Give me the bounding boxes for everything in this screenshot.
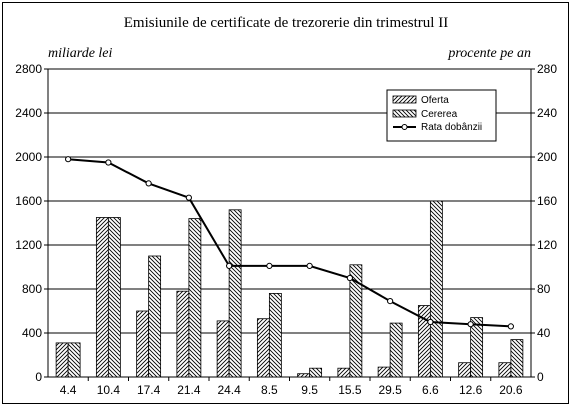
- right-tick-label: 280: [537, 62, 557, 76]
- chart-title: Emisiunile de certificate de trezorerie …: [124, 15, 448, 31]
- point-rata-dobanzii: [185, 194, 192, 201]
- x-tick-label: 6.6: [422, 383, 439, 397]
- left-tick-label: 2800: [15, 62, 42, 76]
- bar-cererea: [268, 292, 282, 378]
- x-tick-label: 24.4: [217, 383, 241, 397]
- right-tick-label: 0: [537, 370, 544, 384]
- bar-oferta: [297, 373, 311, 378]
- bar-cererea: [389, 322, 403, 378]
- bar-cererea: [188, 218, 202, 378]
- right-axis-unit-label: procente pe an: [447, 46, 531, 61]
- bar-oferta: [377, 366, 391, 378]
- bar-oferta: [256, 318, 270, 378]
- x-tick-label: 9.5: [301, 383, 318, 397]
- x-tick-label: 12.6: [459, 383, 483, 397]
- bar-cererea: [228, 209, 242, 378]
- x-tick-label: 15.5: [338, 383, 362, 397]
- legend-swatch-cererea: [392, 109, 417, 118]
- bar-oferta: [95, 217, 109, 378]
- x-tick-label: 4.4: [60, 383, 77, 397]
- legend-label-cererea: Cererea: [421, 109, 458, 120]
- left-tick-label: 0: [35, 370, 42, 384]
- point-rata-dobanzii: [105, 159, 112, 166]
- left-tick-label: 400: [22, 326, 42, 340]
- line-rata-dobanzii: [68, 158, 511, 328]
- point-rata-dobanzii: [306, 262, 313, 269]
- left-axis-unit-label: miliarde lei: [48, 46, 113, 61]
- left-tick-label: 2400: [15, 106, 42, 120]
- point-rata-dobanzii: [427, 318, 434, 326]
- right-tick-label: 160: [537, 194, 557, 208]
- bar-cererea: [309, 367, 323, 378]
- bar-cererea: [349, 264, 363, 378]
- point-rata-dobanzii: [145, 180, 152, 187]
- bar-oferta: [337, 367, 351, 378]
- point-rata-dobanzii: [387, 298, 394, 305]
- bar-oferta: [458, 362, 472, 378]
- x-tick-label: 20.6: [499, 383, 523, 397]
- legend-label-oferta: Oferta: [421, 95, 449, 106]
- bar-oferta: [498, 362, 512, 378]
- chart-svg: Emisiunile de certificate de trezorerie …: [15, 15, 557, 397]
- left-tick-label: 2000: [15, 150, 42, 164]
- x-tick-label: 29.5: [378, 383, 402, 397]
- right-tick-label: 40: [537, 326, 551, 340]
- bar-oferta: [176, 290, 190, 378]
- chart-frame: Emisiunile de certificate de trezorerie …: [2, 2, 569, 404]
- point-rata-dobanzii: [65, 156, 72, 163]
- left-tick-label: 1600: [15, 194, 42, 208]
- legend-label-rata: Rata dobânzii: [421, 122, 482, 133]
- x-tick-label: 17.4: [137, 383, 161, 397]
- right-tick-label: 80: [537, 282, 551, 296]
- left-tick-label: 800: [22, 282, 42, 296]
- point-rata-dobanzii: [346, 274, 353, 282]
- bar-cererea: [470, 317, 484, 378]
- legend-marker-rata: [401, 124, 408, 130]
- point-rata-dobanzii: [467, 321, 474, 328]
- x-tick-label: 8.5: [261, 383, 278, 397]
- right-tick-label: 120: [537, 238, 557, 252]
- chart-legend: Oferta Cererea Rata dobânzii: [386, 89, 497, 142]
- point-rata-dobanzii: [507, 323, 514, 330]
- bar-oferta: [136, 310, 150, 378]
- x-tick-label: 21.4: [177, 383, 201, 397]
- left-tick-label: 1200: [15, 238, 42, 252]
- point-rata-dobanzii: [226, 262, 233, 269]
- bar-oferta: [216, 320, 230, 378]
- bar-cererea: [510, 339, 524, 378]
- legend-swatch-oferta: [392, 95, 417, 104]
- bar-cererea: [429, 200, 443, 378]
- right-tick-label: 240: [537, 106, 557, 120]
- bar-cererea: [148, 255, 162, 378]
- x-tick-label: 10.4: [97, 383, 121, 397]
- right-tick-label: 200: [537, 150, 557, 164]
- bar-oferta: [55, 342, 69, 378]
- bar-cererea: [107, 217, 121, 378]
- point-rata-dobanzii: [266, 262, 273, 269]
- bar-cererea: [67, 342, 81, 378]
